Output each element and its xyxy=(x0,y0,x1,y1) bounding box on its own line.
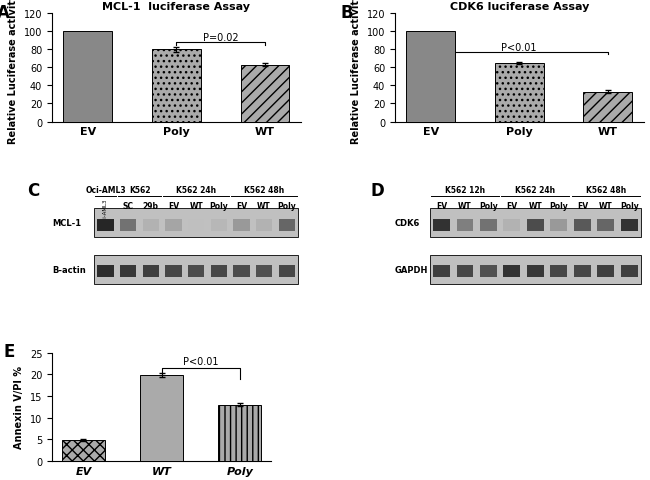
Text: Poly: Poly xyxy=(549,202,568,210)
Text: K562 24h: K562 24h xyxy=(515,185,556,194)
Text: Poly: Poly xyxy=(620,202,639,210)
Text: CDK6: CDK6 xyxy=(395,219,421,228)
Bar xyxy=(120,219,136,231)
Bar xyxy=(63,32,112,122)
Bar xyxy=(211,265,227,277)
Bar xyxy=(551,265,567,277)
Bar xyxy=(504,219,521,231)
Text: D: D xyxy=(370,182,384,200)
Bar xyxy=(233,265,250,277)
Bar xyxy=(597,265,614,277)
Bar xyxy=(433,219,450,231)
Title: MCL-1  luciferase Assay: MCL-1 luciferase Assay xyxy=(102,2,250,12)
Bar xyxy=(527,265,544,277)
Bar xyxy=(165,219,181,231)
Bar xyxy=(574,265,591,277)
Bar xyxy=(143,219,159,231)
Bar xyxy=(188,265,204,277)
Bar xyxy=(456,265,473,277)
Bar xyxy=(94,209,298,238)
Bar xyxy=(62,440,105,461)
Text: P<0.01: P<0.01 xyxy=(502,43,537,53)
Text: WT: WT xyxy=(257,202,271,210)
Y-axis label: Relative Luciferase activity: Relative Luciferase activity xyxy=(351,0,361,144)
Text: K562 48h: K562 48h xyxy=(244,185,284,194)
Text: WT: WT xyxy=(458,202,472,210)
Text: Oci-AML3: Oci-AML3 xyxy=(103,198,108,224)
Text: EV: EV xyxy=(577,202,588,210)
Bar xyxy=(480,265,497,277)
Bar xyxy=(456,219,473,231)
Bar xyxy=(240,66,289,122)
Text: A: A xyxy=(0,4,10,22)
Bar xyxy=(621,265,638,277)
Bar xyxy=(152,50,201,122)
Bar xyxy=(98,265,114,277)
Text: K562 24h: K562 24h xyxy=(176,185,216,194)
Bar xyxy=(120,265,136,277)
Bar xyxy=(188,219,204,231)
Text: Poly: Poly xyxy=(278,202,296,210)
Text: EV: EV xyxy=(236,202,247,210)
Bar xyxy=(233,219,250,231)
Text: K562 12h: K562 12h xyxy=(445,185,485,194)
Bar xyxy=(279,265,295,277)
Text: MCL-1: MCL-1 xyxy=(52,219,81,228)
Text: P=0.02: P=0.02 xyxy=(203,33,239,43)
Text: Poly: Poly xyxy=(479,202,498,210)
Bar xyxy=(140,375,183,461)
Bar xyxy=(527,219,544,231)
Y-axis label: Annexin V/PI %: Annexin V/PI % xyxy=(14,365,24,448)
Bar xyxy=(256,265,272,277)
Text: C: C xyxy=(27,182,40,200)
Bar xyxy=(551,219,567,231)
Text: EV: EV xyxy=(506,202,517,210)
Bar xyxy=(256,219,272,231)
Text: SC: SC xyxy=(123,202,134,210)
Text: E: E xyxy=(4,342,15,360)
Bar xyxy=(597,219,614,231)
Bar xyxy=(406,32,455,122)
Bar xyxy=(433,265,450,277)
Bar xyxy=(430,255,641,284)
Bar xyxy=(480,219,497,231)
Bar xyxy=(211,219,227,231)
Text: WT: WT xyxy=(528,202,542,210)
Text: EV: EV xyxy=(436,202,447,210)
Text: WT: WT xyxy=(599,202,613,210)
Text: WT: WT xyxy=(189,202,203,210)
Bar xyxy=(279,219,295,231)
Text: B: B xyxy=(341,4,353,22)
Bar xyxy=(495,64,543,122)
Text: GAPDH: GAPDH xyxy=(395,265,428,274)
Bar xyxy=(143,265,159,277)
Text: Poly: Poly xyxy=(209,202,228,210)
Bar xyxy=(621,219,638,231)
Bar xyxy=(430,209,641,238)
Bar xyxy=(574,219,591,231)
Text: P<0.01: P<0.01 xyxy=(183,356,218,366)
Bar xyxy=(504,265,521,277)
Text: B-actin: B-actin xyxy=(52,265,86,274)
Y-axis label: Relative Luciferase activity: Relative Luciferase activity xyxy=(8,0,18,144)
Text: K562 48h: K562 48h xyxy=(586,185,626,194)
Bar xyxy=(584,93,632,122)
Text: Oci-AML3: Oci-AML3 xyxy=(85,185,126,194)
Bar xyxy=(98,219,114,231)
Title: CDK6 luciferase Assay: CDK6 luciferase Assay xyxy=(450,2,589,12)
Text: EV: EV xyxy=(168,202,179,210)
Bar xyxy=(94,255,298,284)
Text: K562: K562 xyxy=(129,185,150,194)
Text: 29b: 29b xyxy=(143,202,159,210)
Bar xyxy=(218,405,261,461)
Bar xyxy=(165,265,181,277)
